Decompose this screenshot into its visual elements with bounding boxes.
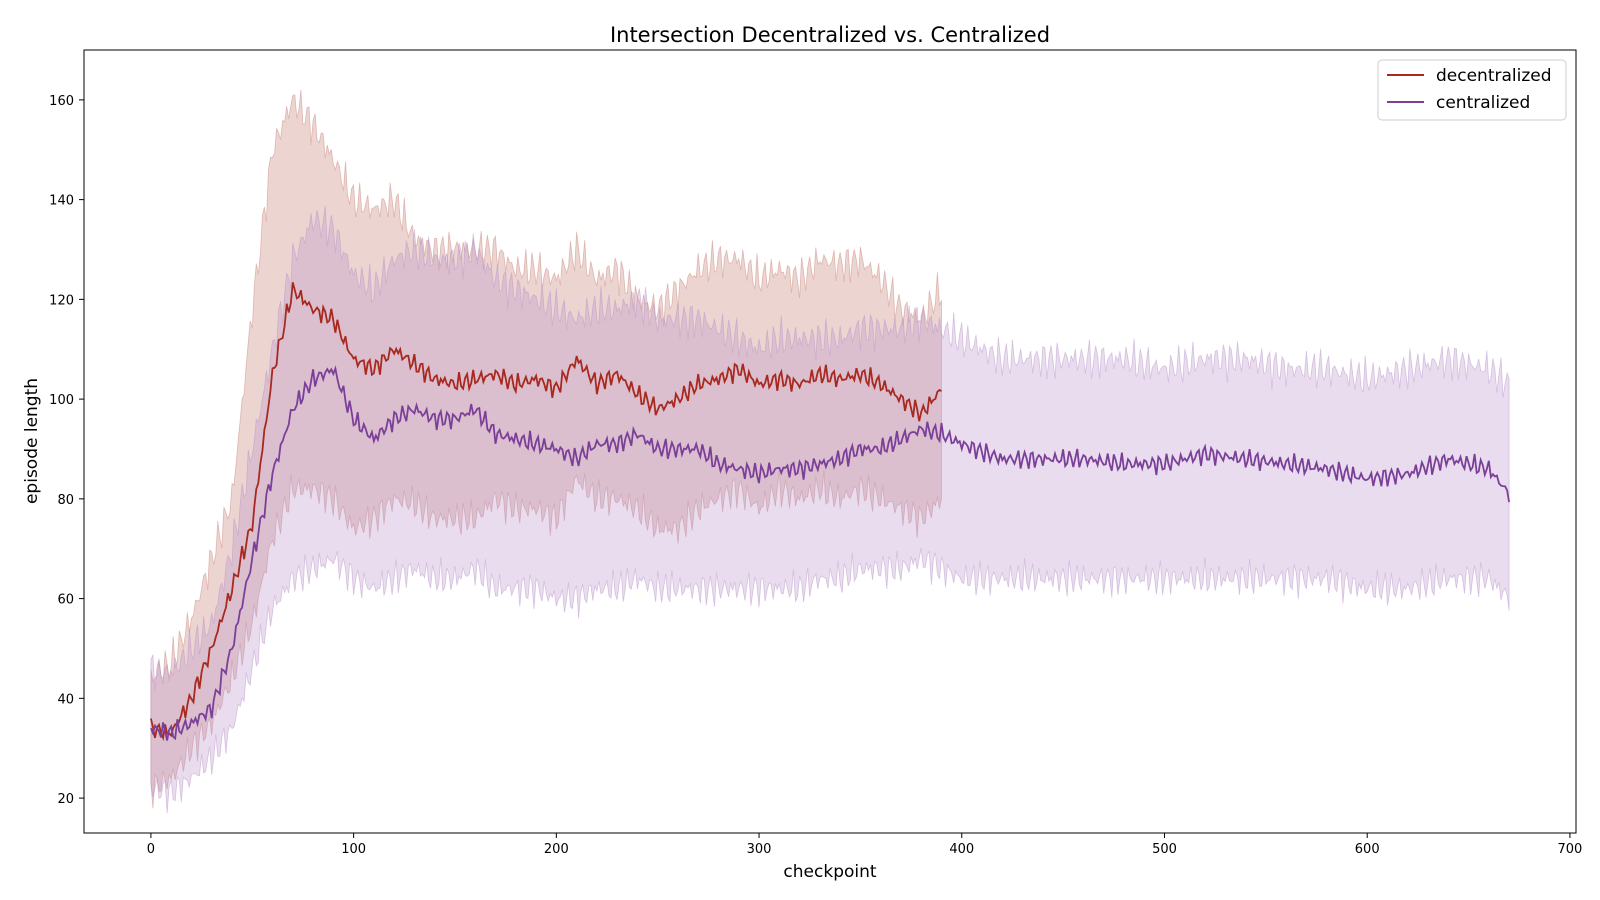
x-tick-label: 700: [1558, 842, 1583, 857]
x-tick-label: 100: [341, 842, 366, 857]
x-tick-label: 300: [747, 842, 772, 857]
x-tick-label: 200: [544, 842, 569, 857]
y-tick-label: 140: [49, 194, 74, 209]
y-axis: 20 40 60 80 100 120 140 160: [49, 94, 84, 807]
x-axis-label: checkpoint: [783, 862, 876, 882]
x-tick-label: 400: [949, 842, 974, 857]
legend-label-centralized: centralized: [1436, 93, 1530, 113]
y-tick-label: 100: [49, 393, 74, 408]
line-centralized: [150, 365, 1510, 741]
x-tick-label: 0: [147, 842, 155, 857]
legend-label-decentralized: decentralized: [1436, 66, 1552, 86]
plot-frame: [83, 49, 1577, 834]
series-lines: [150, 282, 1510, 742]
x-tick-label: 600: [1355, 842, 1380, 857]
x-axis: 0 100 200 300 400 500 600 700: [147, 833, 1583, 857]
chart-title: Intersection Decentralized vs. Centraliz…: [610, 23, 1050, 47]
y-tick-label: 160: [49, 94, 74, 109]
legend-box: [1377, 59, 1567, 121]
band-centralized: [150, 205, 1510, 814]
line-decentralized: [150, 282, 942, 742]
legend: decentralized centralized: [1377, 59, 1567, 121]
y-tick-label: 20: [57, 792, 74, 807]
y-tick-label: 80: [57, 493, 74, 508]
x-tick-label: 500: [1152, 842, 1177, 857]
y-tick-label: 120: [49, 293, 74, 308]
y-tick-label: 60: [57, 593, 74, 608]
y-tick-label: 40: [57, 692, 74, 707]
y-axis-label: episode length: [22, 378, 42, 504]
